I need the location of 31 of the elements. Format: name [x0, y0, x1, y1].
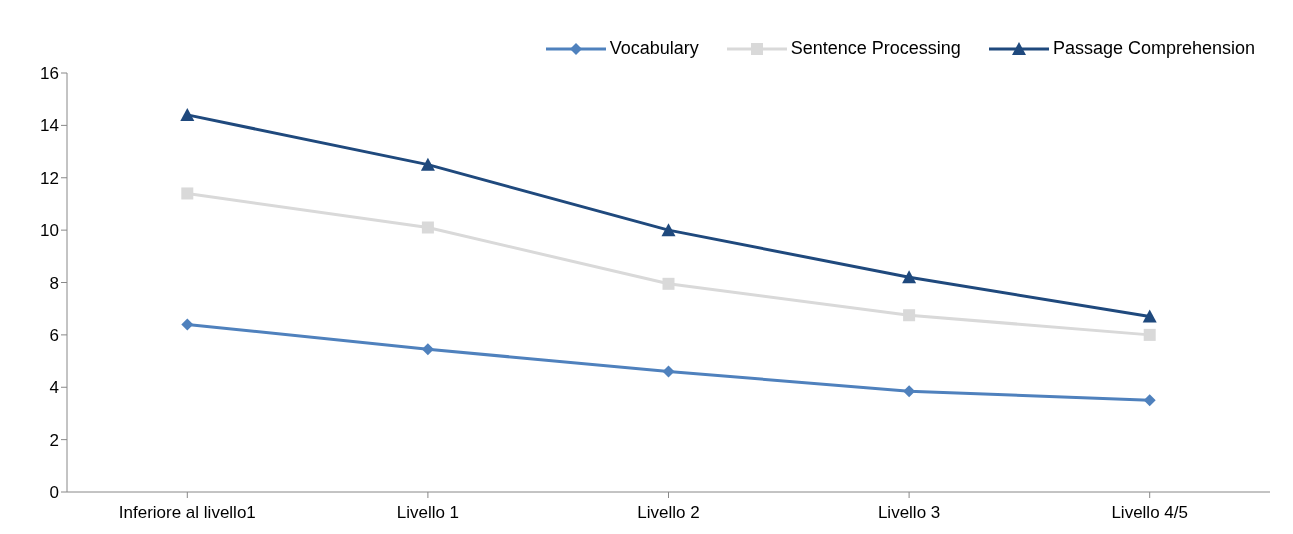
legend-label: Passage Comprehension: [1052, 38, 1255, 59]
legend-label: Vocabulary: [609, 38, 699, 59]
point: [661, 223, 676, 237]
x-tick-label: Livello 1: [396, 503, 460, 523]
y-tick-label: 14: [40, 116, 59, 136]
point: [1142, 309, 1157, 323]
y-tick-label: 16: [40, 64, 59, 84]
point: [903, 309, 916, 322]
point: [181, 187, 194, 200]
point: [662, 365, 675, 378]
point: [1143, 394, 1156, 407]
point: [662, 277, 675, 290]
y-tick-label: 10: [40, 221, 59, 241]
y-tick-label: 2: [49, 430, 59, 450]
y-tick-label: 4: [49, 378, 59, 398]
y-tick-label: 0: [49, 483, 59, 503]
x-tick-label: Livello 2: [637, 503, 700, 523]
legend-label: Sentence Processing: [790, 38, 961, 59]
x-tick-label: Inferiore al livello1: [118, 503, 256, 523]
point: [421, 221, 434, 234]
y-tick-label: 12: [40, 168, 59, 188]
x-tick-label: Livello 3: [877, 503, 941, 523]
y-tick-label: 6: [49, 325, 59, 345]
point: [421, 343, 434, 356]
point: [180, 107, 195, 121]
point: [1143, 328, 1156, 341]
point: [420, 157, 435, 171]
point: [902, 270, 917, 284]
x-tick-label: Livello 4/5: [1111, 503, 1188, 523]
y-tick-label: 8: [49, 273, 59, 293]
point: [181, 318, 194, 331]
